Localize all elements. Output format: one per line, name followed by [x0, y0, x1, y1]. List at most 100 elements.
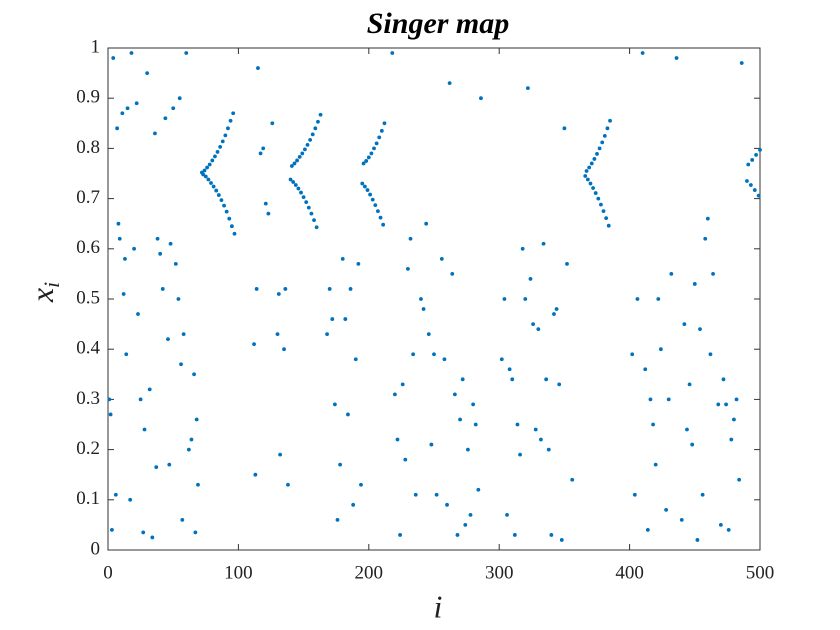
- point: [708, 352, 713, 357]
- point: [390, 51, 395, 55]
- point: [471, 402, 476, 407]
- point: [295, 158, 299, 163]
- point: [505, 512, 509, 517]
- point: [608, 118, 612, 123]
- point: [338, 462, 343, 467]
- y-tick-label: 0.1: [76, 488, 100, 509]
- point: [270, 121, 275, 126]
- point: [291, 180, 296, 184]
- point: [227, 216, 232, 221]
- y-axis-label: xi: [24, 282, 64, 303]
- point: [373, 203, 378, 208]
- point: [748, 183, 753, 187]
- point: [718, 523, 723, 527]
- x-tick-label: 0: [103, 562, 113, 583]
- point: [589, 161, 594, 166]
- point: [557, 382, 562, 387]
- point: [218, 144, 223, 149]
- point: [406, 266, 410, 271]
- point: [426, 332, 431, 337]
- point: [359, 482, 363, 487]
- point: [289, 164, 294, 168]
- point: [138, 397, 143, 402]
- point: [256, 66, 260, 70]
- point: [432, 352, 436, 357]
- point: [382, 121, 387, 126]
- point: [703, 236, 708, 241]
- y-tick-label: 0.2: [76, 438, 100, 459]
- point: [685, 427, 689, 432]
- point: [669, 272, 674, 276]
- point: [177, 96, 182, 101]
- point: [115, 126, 120, 131]
- point: [605, 126, 610, 131]
- point: [546, 447, 551, 452]
- point: [129, 51, 134, 55]
- point: [539, 437, 543, 442]
- point: [592, 157, 597, 161]
- point: [554, 307, 559, 311]
- point: [392, 392, 397, 397]
- point: [562, 126, 567, 131]
- point: [206, 177, 211, 182]
- point: [134, 101, 139, 106]
- point: [643, 367, 648, 372]
- point: [429, 442, 434, 447]
- point: [193, 530, 198, 535]
- point: [346, 412, 350, 417]
- point: [400, 382, 405, 387]
- point: [692, 282, 697, 286]
- point: [113, 492, 118, 497]
- point: [518, 452, 522, 457]
- point: [297, 155, 302, 159]
- point: [595, 152, 599, 156]
- point: [216, 193, 221, 197]
- point: [226, 126, 230, 131]
- point: [222, 203, 226, 208]
- point: [301, 195, 306, 199]
- point: [724, 402, 728, 407]
- point: [536, 327, 541, 332]
- y-tick-label: 0: [91, 538, 101, 559]
- point: [362, 184, 367, 189]
- point: [296, 186, 301, 191]
- point: [455, 533, 460, 537]
- point: [171, 106, 176, 111]
- point: [460, 377, 465, 382]
- point: [510, 377, 515, 382]
- point: [116, 221, 121, 226]
- point: [737, 477, 742, 482]
- point: [361, 161, 366, 166]
- point: [630, 352, 635, 357]
- point: [445, 502, 449, 507]
- point: [283, 287, 288, 291]
- point: [468, 512, 473, 517]
- point: [721, 377, 726, 382]
- point: [214, 188, 219, 193]
- point: [147, 387, 152, 392]
- y-tick-label: 0.5: [76, 287, 100, 308]
- point: [340, 256, 345, 261]
- point: [312, 218, 316, 223]
- point: [473, 422, 478, 427]
- point: [316, 119, 320, 124]
- point: [353, 357, 358, 362]
- point: [150, 535, 155, 540]
- point: [160, 287, 165, 291]
- point: [381, 222, 386, 227]
- point: [163, 116, 168, 121]
- point: [424, 221, 429, 226]
- point: [111, 56, 116, 60]
- point: [711, 272, 715, 276]
- point: [158, 251, 163, 256]
- point: [117, 236, 122, 241]
- point: [640, 51, 645, 55]
- point: [593, 191, 598, 195]
- point: [466, 447, 470, 452]
- point: [299, 190, 303, 195]
- point: [196, 482, 200, 487]
- point: [664, 507, 669, 512]
- point: [411, 352, 416, 357]
